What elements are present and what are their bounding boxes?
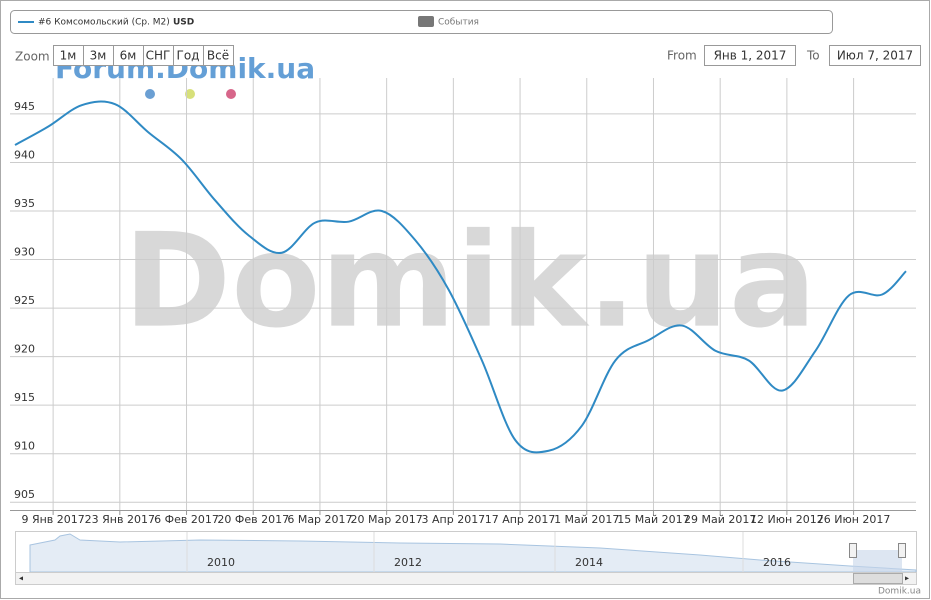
x-tick-label: 20 Мар 2017 [351, 513, 423, 526]
navigator-series [29, 533, 917, 573]
x-tick-label: 12 Июн 2017 [750, 513, 824, 526]
zoom-button-label[interactable]: СНГ [146, 49, 171, 63]
legend-label[interactable]: #6 Комсомольский (Ср. M2) [38, 18, 170, 28]
from-label: From [667, 49, 697, 63]
zoom-label: Zoom [15, 50, 50, 64]
zoom-button-label[interactable]: 3м [90, 49, 107, 63]
legend-currency: USD [173, 18, 194, 28]
to-label: To [806, 49, 820, 63]
x-tick-label: 23 Янв 2017 [85, 513, 155, 526]
to-input[interactable] [829, 45, 921, 66]
x-tick-label: 6 Фев 2017 [154, 513, 219, 526]
y-tick-label: 920 [14, 343, 35, 356]
series-line [14, 100, 907, 454]
x-tick-label: 1 Май 2017 [554, 513, 619, 526]
y-tick-label: 930 [14, 246, 35, 259]
from-value: Янв 1, 2017 [714, 49, 787, 63]
y-tick-label: 940 [14, 148, 35, 161]
legend-events[interactable]: События [438, 18, 479, 28]
x-tick-label: 3 Апр 2017 [422, 513, 486, 526]
events-swatch [418, 16, 434, 27]
scroll-arrow[interactable]: ◂ [19, 574, 23, 583]
credit[interactable]: Domik.ua [878, 587, 921, 597]
to-value: Июл 7, 2017 [837, 49, 913, 63]
x-tick-label: 29 Май 2017 [684, 513, 756, 526]
y-tick-label: 905 [14, 488, 35, 501]
zoom-button-label[interactable]: 6м [120, 49, 137, 63]
x-tick-label: 6 Мар 2017 [287, 513, 352, 526]
x-tick-label: 9 Янв 2017 [21, 513, 84, 526]
x-tick-label: 26 Июн 2017 [817, 513, 891, 526]
zoom-button-label[interactable]: 1м [60, 49, 77, 63]
y-tick-label: 945 [14, 100, 35, 113]
scrollbar-thumb[interactable] [853, 573, 903, 584]
navigator-tick-label: 2016 [763, 556, 791, 569]
y-tick-label: 925 [14, 294, 35, 307]
y-tick-label: 910 [14, 440, 35, 453]
from-input[interactable] [704, 45, 796, 66]
watermark: Domik.ua [123, 205, 816, 357]
navigator-tick-label: 2012 [394, 556, 422, 569]
handle[interactable] [898, 543, 906, 558]
y-tick-label: 915 [14, 391, 35, 404]
navigator-mask [853, 550, 902, 572]
scrollbar[interactable] [15, 572, 917, 585]
dot [145, 89, 155, 99]
navigator-tick-label: 2010 [207, 556, 235, 569]
y-tick-label: 935 [14, 197, 35, 210]
x-tick-label: 15 Май 2017 [617, 513, 689, 526]
x-tick-label: 17 Апр 2017 [485, 513, 556, 526]
scroll-arrow[interactable]: ▸ [905, 574, 909, 583]
dot [226, 89, 236, 99]
dot [185, 89, 195, 99]
zoom-button-label[interactable]: Год [177, 49, 200, 63]
x-tick-label: 20 Фев 2017 [217, 513, 289, 526]
handle[interactable] [849, 543, 857, 558]
zoom-button-label[interactable]: Всё [207, 49, 229, 63]
navigator-tick-label: 2014 [575, 556, 603, 569]
zoom-button[interactable] [203, 45, 234, 66]
